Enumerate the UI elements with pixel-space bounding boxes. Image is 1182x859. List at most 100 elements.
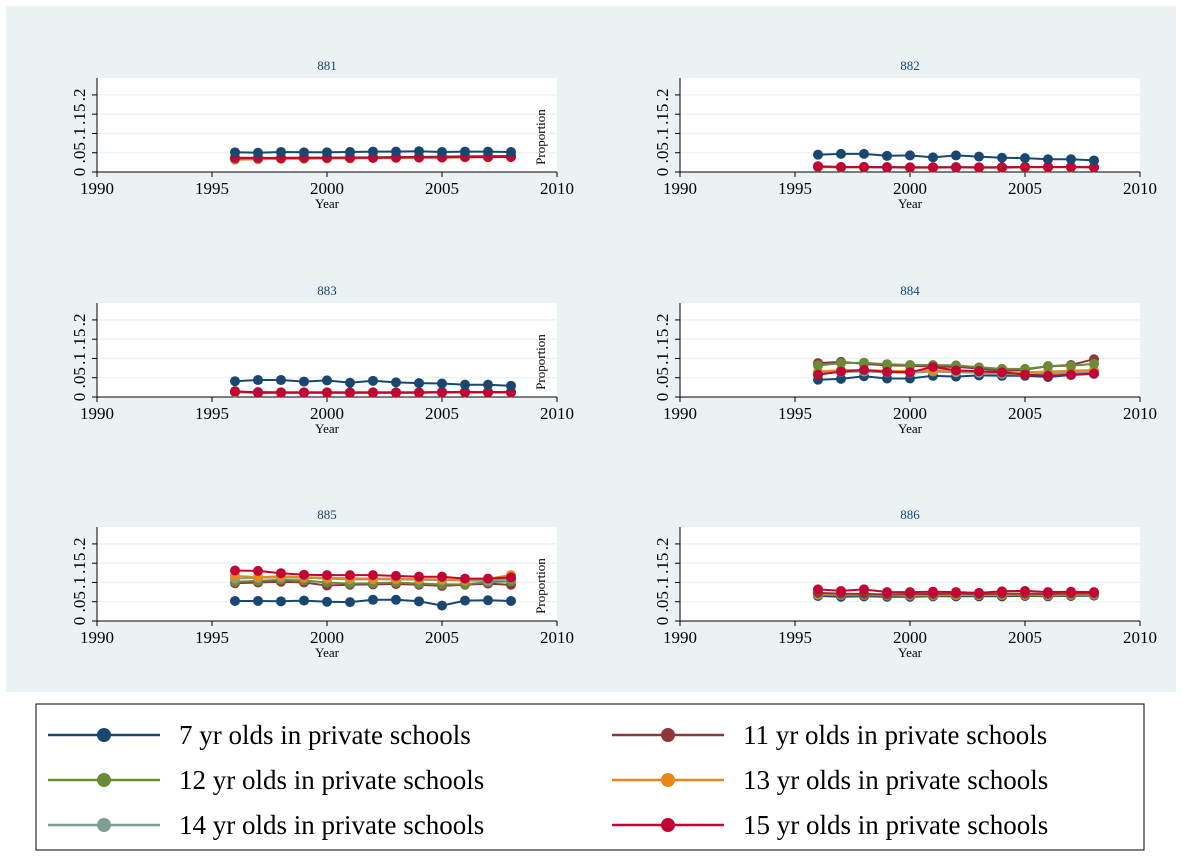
x-tick-label: 2010 xyxy=(540,179,574,198)
data-point xyxy=(1020,162,1030,172)
data-point xyxy=(859,149,869,159)
data-point xyxy=(905,367,915,377)
data-point xyxy=(276,596,286,606)
y-tick-label: .1 xyxy=(70,127,89,140)
y-tick-label: .2 xyxy=(653,314,672,327)
data-point xyxy=(813,584,823,594)
data-point xyxy=(905,162,915,172)
data-point xyxy=(322,597,332,607)
x-axis-label: Year xyxy=(315,196,340,211)
data-point xyxy=(437,147,447,157)
y-tick-label: .1 xyxy=(70,352,89,365)
legend-swatch-marker xyxy=(97,818,111,832)
data-point xyxy=(460,147,470,157)
data-point xyxy=(905,587,915,597)
data-point xyxy=(253,596,263,606)
data-point xyxy=(437,379,447,389)
data-point xyxy=(882,367,892,377)
x-axis-label: Year xyxy=(315,421,340,436)
data-point xyxy=(836,586,846,596)
panel-title: 882 xyxy=(900,58,920,73)
data-point xyxy=(460,380,470,390)
x-tick-label: 2010 xyxy=(540,628,574,647)
x-tick-label: 2010 xyxy=(1123,404,1157,423)
data-point xyxy=(905,150,915,160)
y-tick-label: .05 xyxy=(70,367,89,388)
data-point xyxy=(322,388,332,398)
data-point xyxy=(437,572,447,582)
data-point xyxy=(437,601,447,611)
data-point xyxy=(974,162,984,172)
data-point xyxy=(253,566,263,576)
x-axis-label: Year xyxy=(898,421,923,436)
data-point xyxy=(230,566,240,576)
y-tick-label: 0 xyxy=(70,393,89,402)
data-point xyxy=(414,596,424,606)
legend-swatch-marker xyxy=(661,773,675,787)
x-tick-label: 1990 xyxy=(80,404,114,423)
y-tick-label: .15 xyxy=(653,104,672,125)
data-point xyxy=(997,586,1007,596)
y-tick-label: .1 xyxy=(653,352,672,365)
data-point xyxy=(997,162,1007,172)
data-point xyxy=(230,376,240,386)
x-tick-label: 1995 xyxy=(778,628,812,647)
data-point xyxy=(974,152,984,162)
data-point xyxy=(391,147,401,157)
data-point xyxy=(951,162,961,172)
panel-title: 885 xyxy=(317,507,337,522)
y-tick-label: 0 xyxy=(653,617,672,626)
y-tick-label: .05 xyxy=(653,367,672,388)
data-point xyxy=(299,388,309,398)
data-point xyxy=(1020,370,1030,380)
y-tick-label: .05 xyxy=(70,142,89,163)
data-point xyxy=(859,584,869,594)
data-point xyxy=(345,570,355,580)
data-point xyxy=(813,360,823,370)
x-tick-label: 1995 xyxy=(778,179,812,198)
data-point xyxy=(928,362,938,372)
data-point xyxy=(391,388,401,398)
data-point xyxy=(1043,587,1053,597)
data-point xyxy=(928,162,938,172)
data-point xyxy=(928,152,938,162)
data-point xyxy=(836,367,846,377)
x-tick-label: 1995 xyxy=(195,404,229,423)
panel-title: 883 xyxy=(317,283,337,298)
data-point xyxy=(368,147,378,157)
data-point xyxy=(882,151,892,161)
data-point xyxy=(1066,587,1076,597)
legend-swatch-marker xyxy=(661,818,675,832)
legend-label: 14 yr olds in private schools xyxy=(179,810,484,840)
data-point xyxy=(1020,586,1030,596)
y-tick-label: .2 xyxy=(70,89,89,102)
data-point xyxy=(414,378,424,388)
data-point xyxy=(1020,153,1030,163)
y-axis-label: Proportion xyxy=(533,109,548,165)
x-axis-label: Year xyxy=(898,645,923,660)
data-point xyxy=(1089,368,1099,378)
data-point xyxy=(253,388,263,398)
data-point xyxy=(506,596,516,606)
x-tick-label: 2005 xyxy=(1008,628,1042,647)
data-point xyxy=(230,596,240,606)
data-point xyxy=(974,588,984,598)
data-point xyxy=(345,597,355,607)
y-tick-label: .15 xyxy=(70,104,89,125)
x-tick-label: 1990 xyxy=(663,179,697,198)
y-tick-label: .05 xyxy=(653,591,672,612)
data-point xyxy=(1066,361,1076,371)
data-point xyxy=(322,375,332,385)
x-tick-label: 1995 xyxy=(778,404,812,423)
data-point xyxy=(368,388,378,398)
data-point xyxy=(506,572,516,582)
y-tick-label: 0 xyxy=(70,168,89,177)
data-point xyxy=(253,148,263,158)
x-tick-label: 2010 xyxy=(1123,179,1157,198)
data-point xyxy=(951,150,961,160)
data-point xyxy=(276,375,286,385)
data-point xyxy=(951,587,961,597)
data-point xyxy=(345,378,355,388)
